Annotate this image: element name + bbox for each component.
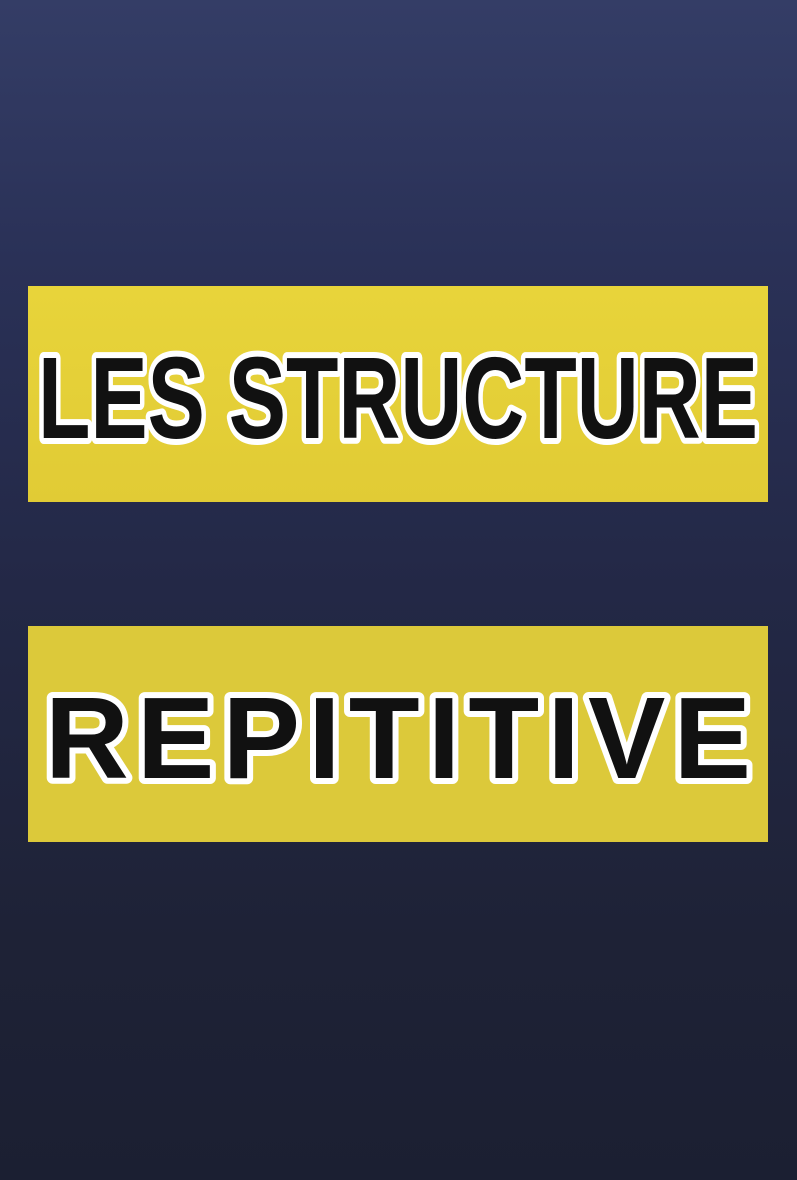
title-banner-top: LES STRUCTURE [28, 286, 768, 502]
title-line-2: REPITITIVE [45, 673, 751, 803]
title-line-2-graphic: REPITITIVE [39, 667, 757, 809]
title-banner-bottom: REPITITIVE [28, 626, 768, 842]
title-line-1: LES STRUCTURE [38, 333, 758, 463]
title-line-1-graphic: LES STRUCTURE [32, 327, 764, 469]
